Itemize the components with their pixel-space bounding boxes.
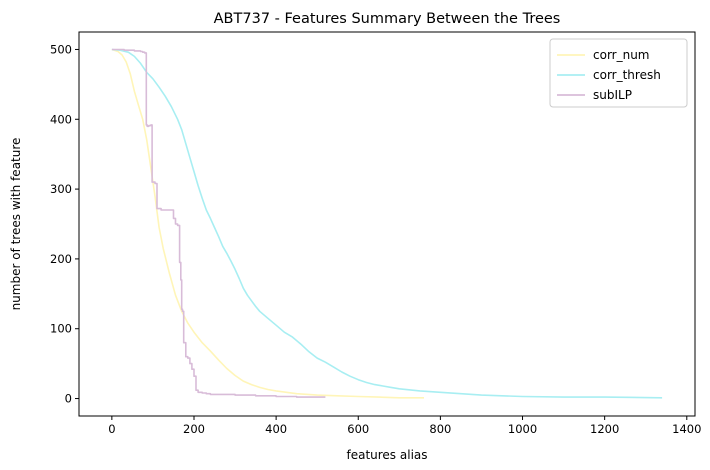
x-axis-label: features alias: [346, 448, 427, 462]
legend-label: corr_thresh: [593, 68, 661, 82]
y-tick-label: 0: [65, 392, 72, 406]
series-line-corr-num: [111, 48, 424, 399]
x-tick-label: 200: [183, 422, 205, 436]
x-tick-label: 600: [347, 422, 369, 436]
legend-items: corr_num corr_thresh subILP: [557, 48, 661, 102]
legend-label: corr_num: [593, 48, 650, 62]
x-tick-label: 1000: [508, 422, 537, 436]
plot-frame: [78, 31, 696, 417]
y-tick-label: 100: [50, 322, 72, 336]
x-tick-label: 0: [108, 422, 115, 436]
series-line-corr-thresh: [111, 48, 663, 399]
y-tick-label: 200: [50, 252, 72, 266]
legend-label: subILP: [593, 88, 632, 102]
x-tick-label: 400: [265, 422, 287, 436]
series-line-subILP: [111, 48, 326, 398]
y-tick-label: 300: [50, 182, 72, 196]
x-tick-label: 1200: [590, 422, 619, 436]
legend-box: [549, 38, 688, 108]
x-tick-label: 1400: [672, 422, 701, 436]
y-axis: 0 100 200 300 400 500: [50, 42, 79, 406]
chart-title: ABT737 - Features Summary Between the Tr…: [214, 11, 561, 27]
x-axis: 0 200 400 600 800 1000 1200 1400: [108, 416, 701, 436]
x-tick-label: 800: [429, 422, 451, 436]
legend: corr_num corr_thresh subILP: [549, 38, 688, 108]
y-tick-label: 500: [50, 42, 72, 56]
y-tick-label: 400: [50, 112, 72, 126]
plot-lines: [111, 48, 663, 399]
y-axis-label: number of trees with feature: [9, 138, 23, 311]
